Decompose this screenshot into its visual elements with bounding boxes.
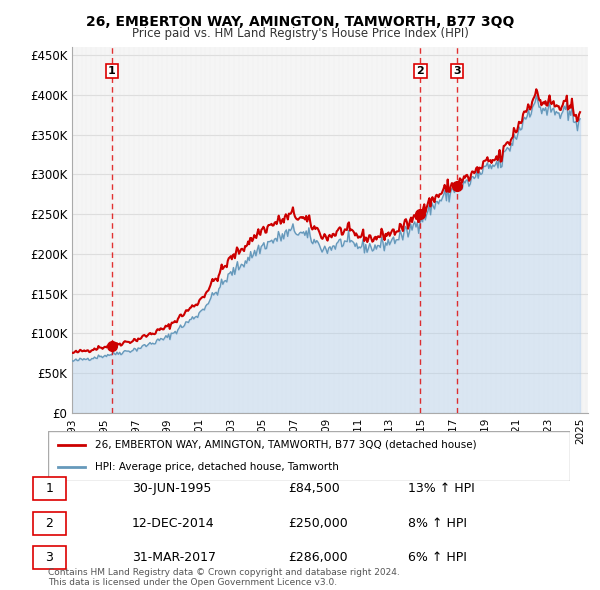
Text: 1: 1 <box>108 66 116 76</box>
Text: 2: 2 <box>416 66 424 76</box>
Text: 30-JUN-1995: 30-JUN-1995 <box>132 482 211 495</box>
Text: 12-DEC-2014: 12-DEC-2014 <box>132 517 215 530</box>
FancyBboxPatch shape <box>33 546 66 569</box>
FancyBboxPatch shape <box>33 477 66 500</box>
Text: 26, EMBERTON WAY, AMINGTON, TAMWORTH, B77 3QQ: 26, EMBERTON WAY, AMINGTON, TAMWORTH, B7… <box>86 15 514 29</box>
Text: HPI: Average price, detached house, Tamworth: HPI: Average price, detached house, Tamw… <box>95 462 339 472</box>
Text: £286,000: £286,000 <box>288 551 347 564</box>
FancyBboxPatch shape <box>33 512 66 535</box>
Text: Contains HM Land Registry data © Crown copyright and database right 2024.
This d: Contains HM Land Registry data © Crown c… <box>48 568 400 587</box>
Text: Price paid vs. HM Land Registry's House Price Index (HPI): Price paid vs. HM Land Registry's House … <box>131 27 469 40</box>
FancyBboxPatch shape <box>48 431 570 481</box>
Text: £84,500: £84,500 <box>288 482 340 495</box>
Text: 2: 2 <box>45 517 53 530</box>
Text: 8% ↑ HPI: 8% ↑ HPI <box>408 517 467 530</box>
Text: 3: 3 <box>453 66 461 76</box>
Text: £250,000: £250,000 <box>288 517 348 530</box>
Text: 1: 1 <box>45 482 53 495</box>
Text: 31-MAR-2017: 31-MAR-2017 <box>132 551 216 564</box>
Text: 6% ↑ HPI: 6% ↑ HPI <box>408 551 467 564</box>
Text: 13% ↑ HPI: 13% ↑ HPI <box>408 482 475 495</box>
Text: 26, EMBERTON WAY, AMINGTON, TAMWORTH, B77 3QQ (detached house): 26, EMBERTON WAY, AMINGTON, TAMWORTH, B7… <box>95 440 476 450</box>
Text: 3: 3 <box>45 551 53 564</box>
